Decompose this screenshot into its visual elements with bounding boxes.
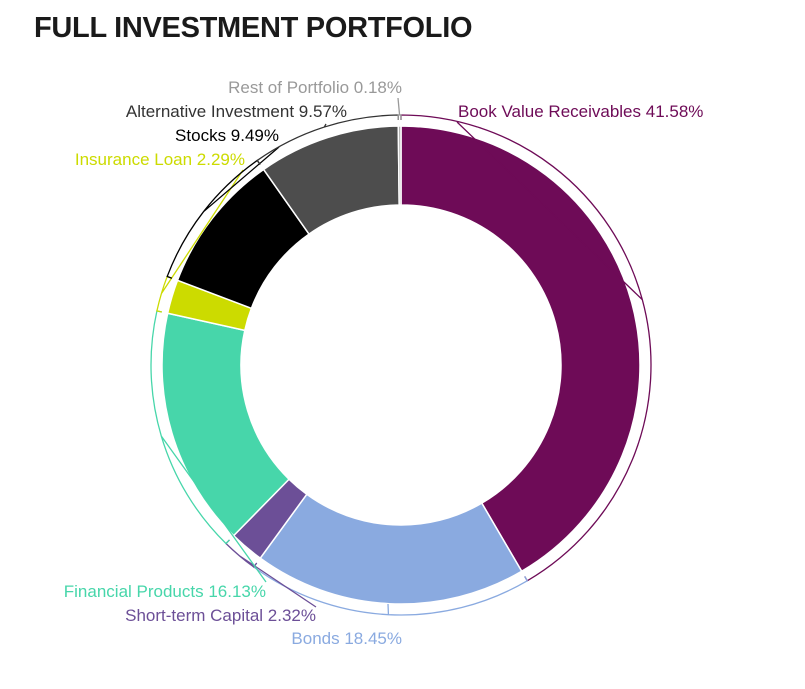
data-label-bonds: Bonds 18.45%: [291, 629, 402, 648]
bracket-financial-products: [150, 310, 267, 583]
bracket-bonds: [252, 562, 529, 616]
data-labels: Book Value Receivables 41.58% Bonds 18.45…: [64, 78, 704, 648]
data-label-rest-of-portfolio: Rest of Portfolio 0.18%: [228, 78, 402, 97]
bracket-rest-of-portfolio: [397, 97, 402, 121]
data-label-book-value-receivables: Book Value Receivables 41.58%: [458, 102, 703, 121]
bracket-book-value-receivables: [400, 114, 652, 582]
slice-rest-of-portfolio: [397, 125, 402, 206]
chart-slices: [161, 125, 641, 605]
data-label-financial-products: Financial Products 16.13%: [64, 582, 266, 601]
label-brackets: [150, 97, 652, 616]
page-title: FULL INVESTMENT PORTFOLIO: [34, 12, 473, 44]
data-label-insurance-loan: Insurance Loan 2.29%: [75, 150, 245, 169]
bracket-alternative-investment: [256, 114, 399, 165]
slice-book-value-receivables: [400, 125, 641, 573]
data-label-short-term-capital: Short-term Capital 2.32%: [125, 606, 316, 625]
data-label-stocks: Stocks 9.49%: [175, 126, 279, 145]
bracket-stocks: [166, 146, 280, 279]
data-label-alternative-investment: Alternative Investment 9.57%: [126, 102, 347, 121]
slice-bonds: [259, 493, 523, 605]
